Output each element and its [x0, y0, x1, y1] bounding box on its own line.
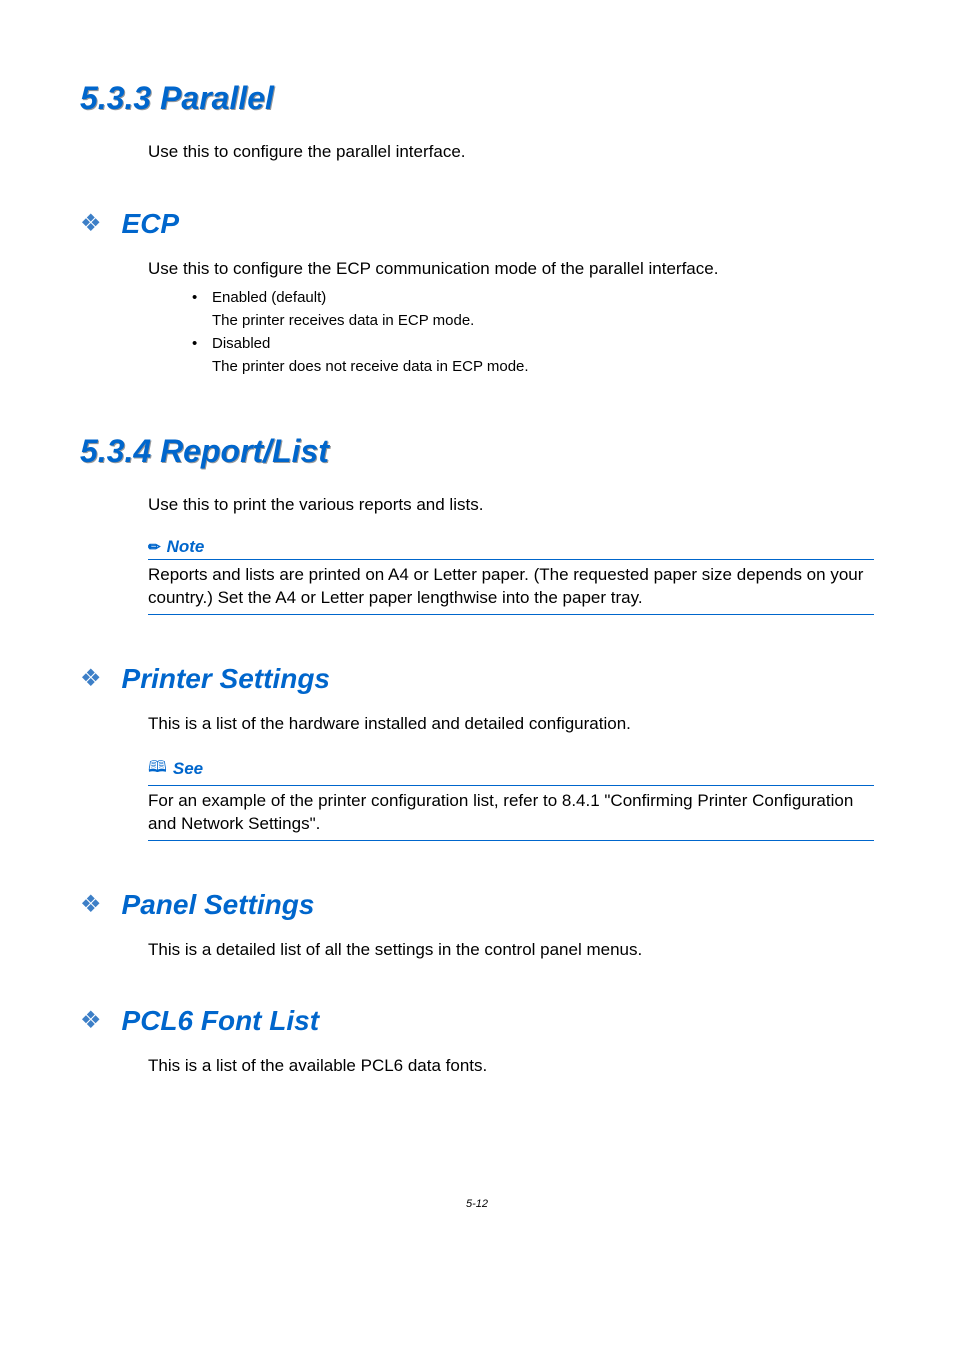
note-icon: ✏: [148, 538, 161, 556]
document-page: 5.3.3 Parallel Use this to configure the…: [0, 0, 954, 1250]
diamond-icon: ❖: [80, 1009, 102, 1033]
page-footer: 5-12: [80, 1198, 874, 1210]
panel-settings-intro-text: This is a detailed list of all the setti…: [148, 939, 874, 962]
see-block: 🕮 See For an example of the printer conf…: [148, 756, 874, 841]
parallel-intro-text: Use this to configure the parallel inter…: [148, 141, 874, 164]
see-header: 🕮 See: [148, 756, 874, 786]
see-label: See: [173, 759, 203, 779]
subsection-heading-printer-settings: Printer Settings: [122, 663, 330, 695]
note-label: Note: [167, 537, 205, 557]
book-icon: 🕮: [148, 756, 167, 783]
note-body-text: Reports and lists are printed on A4 or L…: [148, 560, 874, 615]
subsection-row-pcl6: ❖ PCL6 Font List: [80, 1005, 874, 1037]
note-block: ✏ Note Reports and lists are printed on …: [148, 537, 874, 615]
pcl6-intro-text: This is a list of the available PCL6 dat…: [148, 1055, 874, 1078]
diamond-icon: ❖: [80, 667, 102, 691]
diamond-icon: ❖: [80, 212, 102, 236]
see-body-text: For an example of the printer configurat…: [148, 786, 874, 841]
ecp-intro-text: Use this to configure the ECP communicat…: [148, 258, 874, 281]
subsection-row-ecp: ❖ ECP: [80, 208, 874, 240]
printer-settings-intro-text: This is a list of the hardware installed…: [148, 713, 874, 736]
list-item: Enabled (default): [188, 287, 874, 308]
subsection-heading-ecp: ECP: [122, 208, 180, 240]
section-heading-parallel: 5.3.3 Parallel: [80, 80, 874, 117]
subsection-heading-pcl6: PCL6 Font List: [122, 1005, 320, 1037]
subsection-heading-panel-settings: Panel Settings: [122, 889, 315, 921]
note-header: ✏ Note: [148, 537, 874, 560]
section-heading-report-list: 5.3.4 Report/List: [80, 433, 874, 470]
subsection-row-printer-settings: ❖ Printer Settings: [80, 663, 874, 695]
report-intro-text: Use this to print the various reports an…: [148, 494, 874, 517]
diamond-icon: ❖: [80, 893, 102, 917]
ecp-options-list: Enabled (default) The printer receives d…: [188, 287, 874, 377]
list-item-desc: The printer does not receive data in ECP…: [188, 356, 874, 377]
list-item-desc: The printer receives data in ECP mode.: [188, 310, 874, 331]
list-item: Disabled: [188, 333, 874, 354]
subsection-row-panel-settings: ❖ Panel Settings: [80, 889, 874, 921]
